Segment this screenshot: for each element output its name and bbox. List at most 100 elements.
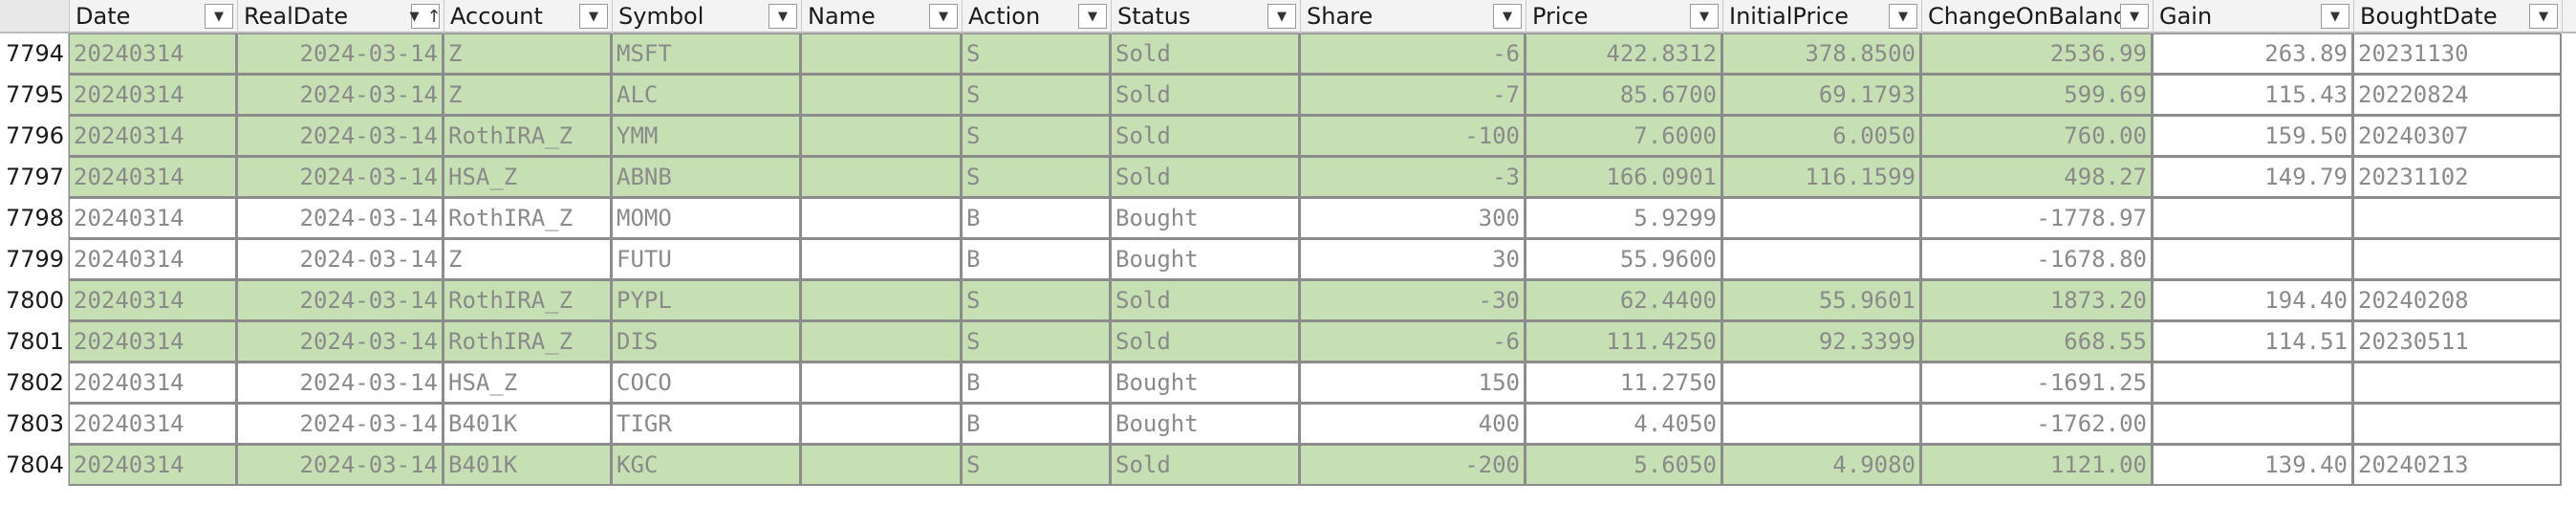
cell-initialprice[interactable]: 4.9080 — [1722, 445, 1921, 486]
cell-price[interactable]: 11.2750 — [1526, 362, 1722, 404]
cell-status[interactable]: Sold — [1111, 280, 1300, 321]
cell-initialprice[interactable] — [1722, 198, 1921, 239]
cell-name[interactable] — [801, 157, 962, 198]
cell-changeonbalance[interactable]: 498.27 — [1921, 157, 2153, 198]
cell-name[interactable] — [801, 445, 962, 486]
row-number[interactable]: 7795 — [0, 75, 69, 116]
cell-gain[interactable]: 194.40 — [2153, 280, 2353, 321]
column-header-realdate[interactable]: RealDate ▼ ↑ — [238, 0, 444, 33]
cell-realdate[interactable]: 2024-03-14 — [237, 362, 444, 404]
cell-boughtdate[interactable] — [2353, 198, 2562, 239]
column-header-changeonbalance[interactable]: ChangeOnBalance ▼ — [1922, 0, 2154, 33]
cell-symbol[interactable]: PYPL — [612, 280, 801, 321]
cell-changeonbalance[interactable]: 1873.20 — [1921, 280, 2153, 321]
cell-status[interactable]: Bought — [1111, 239, 1300, 280]
table-row[interactable]: 7801 20240314 2024-03-14 RothIRA_Z DIS S Sold -… — [0, 321, 2576, 362]
cell-realdate[interactable]: 2024-03-14 — [237, 198, 444, 239]
row-number[interactable]: 7804 — [0, 445, 69, 486]
cell-status[interactable]: Bought — [1111, 198, 1300, 239]
cell-name[interactable] — [801, 362, 962, 404]
cell-action[interactable]: B — [962, 404, 1111, 445]
cell-action[interactable]: S — [962, 321, 1111, 362]
cell-changeonbalance[interactable]: 2536.99 — [1921, 33, 2153, 75]
cell-date[interactable]: 20240314 — [69, 157, 237, 198]
cell-gain[interactable]: 149.79 — [2153, 157, 2353, 198]
cell-realdate[interactable]: 2024-03-14 — [237, 239, 444, 280]
column-header-boughtdate[interactable]: BoughtDate ▼ — [2354, 0, 2563, 33]
cell-symbol[interactable]: YMM — [612, 116, 801, 157]
cell-share[interactable]: -6 — [1300, 321, 1526, 362]
cell-share[interactable]: 400 — [1300, 404, 1526, 445]
cell-action[interactable]: B — [962, 239, 1111, 280]
cell-name[interactable] — [801, 321, 962, 362]
cell-symbol[interactable]: ABNB — [612, 157, 801, 198]
cell-realdate[interactable]: 2024-03-14 — [237, 280, 444, 321]
cell-date[interactable]: 20240314 — [69, 33, 237, 75]
cell-initialprice[interactable]: 6.0050 — [1722, 116, 1921, 157]
row-number[interactable]: 7797 — [0, 157, 69, 198]
table-row[interactable]: 7794 20240314 2024-03-14 Z MSFT S Sold -6 422.83… — [0, 33, 2576, 75]
column-header-symbol[interactable]: Symbol ▼ — [613, 0, 802, 33]
table-row[interactable]: 7795 20240314 2024-03-14 Z ALC S Sold -7 85.6700… — [0, 75, 2576, 116]
cell-symbol[interactable]: ALC — [612, 75, 801, 116]
cell-price[interactable]: 166.0901 — [1526, 157, 1722, 198]
filter-dropdown-button[interactable]: ▼ — [579, 4, 608, 29]
cell-realdate[interactable]: 2024-03-14 — [237, 75, 444, 116]
cell-boughtdate[interactable]: 20231102 — [2353, 157, 2562, 198]
row-number[interactable]: 7799 — [0, 239, 69, 280]
cell-date[interactable]: 20240314 — [69, 321, 237, 362]
cell-date[interactable]: 20240314 — [69, 75, 237, 116]
table-row[interactable]: 7797 20240314 2024-03-14 HSA_Z ABNB S Sold -3 16… — [0, 157, 2576, 198]
filter-dropdown-button[interactable]: ▼ — [768, 4, 797, 29]
cell-changeonbalance[interactable]: -1778.97 — [1921, 198, 2153, 239]
table-row[interactable]: 7799 20240314 2024-03-14 Z FUTU B Bought 30 55.9… — [0, 239, 2576, 280]
cell-name[interactable] — [801, 280, 962, 321]
cell-account[interactable]: Z — [444, 75, 612, 116]
cell-price[interactable]: 62.4400 — [1526, 280, 1722, 321]
table-row[interactable]: 7798 20240314 2024-03-14 RothIRA_Z MOMO B Boug… — [0, 198, 2576, 239]
cell-boughtdate[interactable]: 20220824 — [2353, 75, 2562, 116]
cell-status[interactable]: Sold — [1111, 75, 1300, 116]
row-number[interactable]: 7800 — [0, 280, 69, 321]
cell-gain[interactable] — [2153, 198, 2353, 239]
cell-realdate[interactable]: 2024-03-14 — [237, 157, 444, 198]
cell-price[interactable]: 5.9299 — [1526, 198, 1722, 239]
cell-date[interactable]: 20240314 — [69, 404, 237, 445]
cell-initialprice[interactable]: 55.9601 — [1722, 280, 1921, 321]
cell-realdate[interactable]: 2024-03-14 — [237, 33, 444, 75]
cell-account[interactable]: RothIRA_Z — [444, 198, 612, 239]
cell-gain[interactable] — [2153, 404, 2353, 445]
cell-share[interactable]: -7 — [1300, 75, 1526, 116]
cell-status[interactable]: Bought — [1111, 404, 1300, 445]
cell-action[interactable]: S — [962, 157, 1111, 198]
cell-share[interactable]: -30 — [1300, 280, 1526, 321]
cell-price[interactable]: 4.4050 — [1526, 404, 1722, 445]
cell-status[interactable]: Sold — [1111, 116, 1300, 157]
cell-account[interactable]: B401K — [444, 445, 612, 486]
sort-filter-button[interactable]: ▼ ↑ — [409, 4, 442, 29]
cell-price[interactable]: 55.9600 — [1526, 239, 1722, 280]
cell-symbol[interactable]: TIGR — [612, 404, 801, 445]
table-row[interactable]: 7796 20240314 2024-03-14 RothIRA_Z YMM S Sold -… — [0, 116, 2576, 157]
cell-price[interactable]: 7.6000 — [1526, 116, 1722, 157]
cell-initialprice[interactable]: 92.3399 — [1722, 321, 1921, 362]
cell-share[interactable]: -6 — [1300, 33, 1526, 75]
cell-status[interactable]: Sold — [1111, 445, 1300, 486]
cell-status[interactable]: Sold — [1111, 33, 1300, 75]
cell-boughtdate[interactable] — [2353, 404, 2562, 445]
cell-name[interactable] — [801, 75, 962, 116]
row-number[interactable]: 7803 — [0, 404, 69, 445]
filter-dropdown-button[interactable]: ▼ — [1690, 4, 1719, 29]
cell-boughtdate[interactable]: 20240307 — [2353, 116, 2562, 157]
filter-dropdown-button[interactable]: ▼ — [2529, 4, 2558, 29]
column-header-gain[interactable]: Gain ▼ — [2154, 0, 2354, 33]
column-header-price[interactable]: Price ▼ — [1526, 0, 1723, 33]
cell-initialprice[interactable]: 116.1599 — [1722, 157, 1921, 198]
cell-name[interactable] — [801, 116, 962, 157]
cell-changeonbalance[interactable]: -1762.00 — [1921, 404, 2153, 445]
cell-status[interactable]: Sold — [1111, 321, 1300, 362]
cell-name[interactable] — [801, 33, 962, 75]
column-header-action[interactable]: Action ▼ — [963, 0, 1112, 33]
row-number[interactable]: 7801 — [0, 321, 69, 362]
cell-gain[interactable]: 263.89 — [2153, 33, 2353, 75]
